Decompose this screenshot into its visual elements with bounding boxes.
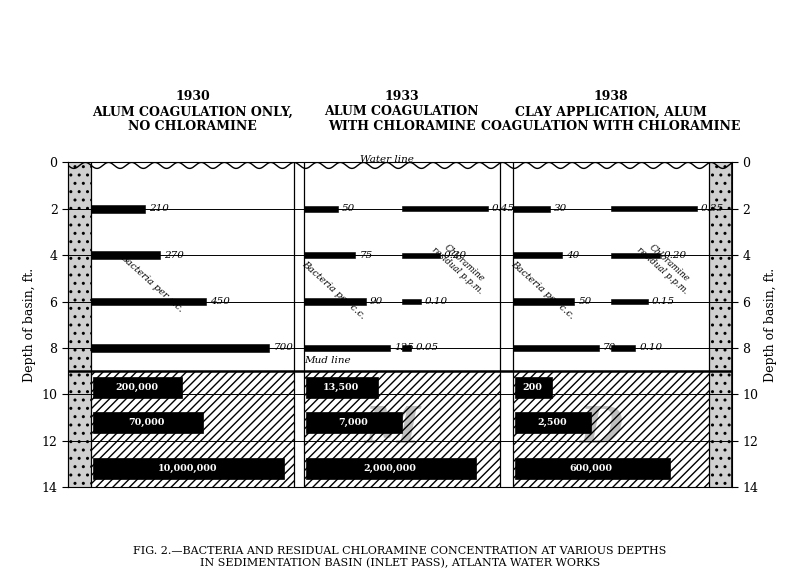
- Text: 40: 40: [566, 251, 579, 260]
- Text: 200: 200: [522, 383, 542, 392]
- Text: 90: 90: [370, 297, 383, 306]
- Bar: [515, 458, 670, 479]
- Bar: [306, 412, 402, 433]
- Text: Bacteria per c.c.: Bacteria per c.c.: [509, 259, 576, 321]
- Bar: [91, 252, 160, 259]
- Text: M: M: [364, 405, 419, 454]
- Text: 125: 125: [394, 343, 414, 353]
- Text: Mud line: Mud line: [304, 356, 350, 365]
- Text: 0.10: 0.10: [425, 297, 448, 306]
- Text: 50: 50: [342, 204, 355, 213]
- Text: 0.35: 0.35: [701, 204, 724, 213]
- Text: 13,500: 13,500: [323, 383, 359, 392]
- Text: 0.45: 0.45: [492, 204, 515, 213]
- Bar: [306, 458, 476, 479]
- Bar: [304, 252, 355, 259]
- Bar: [402, 299, 421, 304]
- Text: 30: 30: [554, 204, 567, 213]
- Text: 1938
CLAY APPLICATION, ALUM
COAGULATION WITH CHLORAMINE: 1938 CLAY APPLICATION, ALUM COAGULATION …: [481, 90, 741, 133]
- Bar: [304, 345, 390, 351]
- Text: 50: 50: [578, 297, 592, 306]
- Bar: [709, 162, 732, 487]
- Bar: [611, 253, 660, 258]
- Bar: [306, 377, 378, 398]
- Text: 70: 70: [603, 343, 616, 353]
- Bar: [513, 298, 574, 305]
- Text: 75: 75: [359, 251, 373, 260]
- Text: 2,500: 2,500: [538, 418, 567, 427]
- Text: Chloramine
residual p.p.m.: Chloramine residual p.p.m.: [430, 238, 491, 296]
- Text: 210: 210: [149, 204, 169, 213]
- Text: 0.05: 0.05: [415, 343, 438, 353]
- Bar: [513, 205, 550, 212]
- Bar: [94, 458, 284, 479]
- Bar: [304, 205, 338, 212]
- Bar: [513, 371, 709, 487]
- Bar: [513, 345, 599, 351]
- Text: 7,000: 7,000: [338, 418, 367, 427]
- Bar: [402, 206, 488, 211]
- Text: 200,000: 200,000: [115, 383, 158, 392]
- Text: 1933
ALUM COAGULATION
WITH CHLORAMINE: 1933 ALUM COAGULATION WITH CHLORAMINE: [325, 90, 479, 133]
- Bar: [304, 298, 366, 305]
- Bar: [91, 371, 294, 487]
- Text: 0.20: 0.20: [664, 251, 687, 260]
- Text: Water line: Water line: [360, 155, 414, 164]
- Bar: [402, 346, 411, 350]
- Text: FIG. 2.—BACTERIA AND RESIDUAL CHLORAMINE CONCENTRATION AT VARIOUS DEPTHS
IN SEDI: FIG. 2.—BACTERIA AND RESIDUAL CHLORAMINE…: [134, 546, 666, 568]
- Bar: [91, 345, 270, 351]
- Text: 0.20: 0.20: [444, 251, 467, 260]
- Bar: [611, 346, 635, 350]
- Y-axis label: Depth of basin, ft.: Depth of basin, ft.: [23, 268, 36, 382]
- Bar: [402, 253, 440, 258]
- Text: 2,000,000: 2,000,000: [363, 464, 416, 473]
- Bar: [304, 371, 499, 487]
- Text: Chloramine
residual p.p.m.: Chloramine residual p.p.m.: [635, 238, 697, 296]
- Text: 700: 700: [274, 343, 294, 353]
- Bar: [91, 298, 206, 305]
- Text: 270: 270: [164, 251, 184, 260]
- Text: D: D: [579, 405, 622, 454]
- Bar: [611, 206, 697, 211]
- Bar: [513, 252, 562, 259]
- Bar: [515, 377, 552, 398]
- Text: 0.10: 0.10: [639, 343, 662, 353]
- Y-axis label: Depth of basin, ft.: Depth of basin, ft.: [764, 268, 777, 382]
- Text: 10,000,000: 10,000,000: [158, 464, 217, 473]
- Text: Bacteria per c.c.: Bacteria per c.c.: [300, 259, 366, 321]
- Text: 70,000: 70,000: [129, 418, 165, 427]
- Text: 600,000: 600,000: [570, 464, 613, 473]
- Text: Bacteria per c.c.: Bacteria per c.c.: [118, 252, 186, 314]
- Bar: [91, 205, 145, 212]
- Text: 450: 450: [210, 297, 230, 306]
- Bar: [68, 162, 91, 487]
- Bar: [611, 299, 648, 304]
- Bar: [94, 377, 182, 398]
- Text: 0.15: 0.15: [652, 297, 675, 306]
- Bar: [94, 412, 202, 433]
- Bar: [515, 412, 591, 433]
- Text: 1930
ALUM COAGULATION ONLY,
NO CHLORAMINE: 1930 ALUM COAGULATION ONLY, NO CHLORAMIN…: [92, 90, 293, 133]
